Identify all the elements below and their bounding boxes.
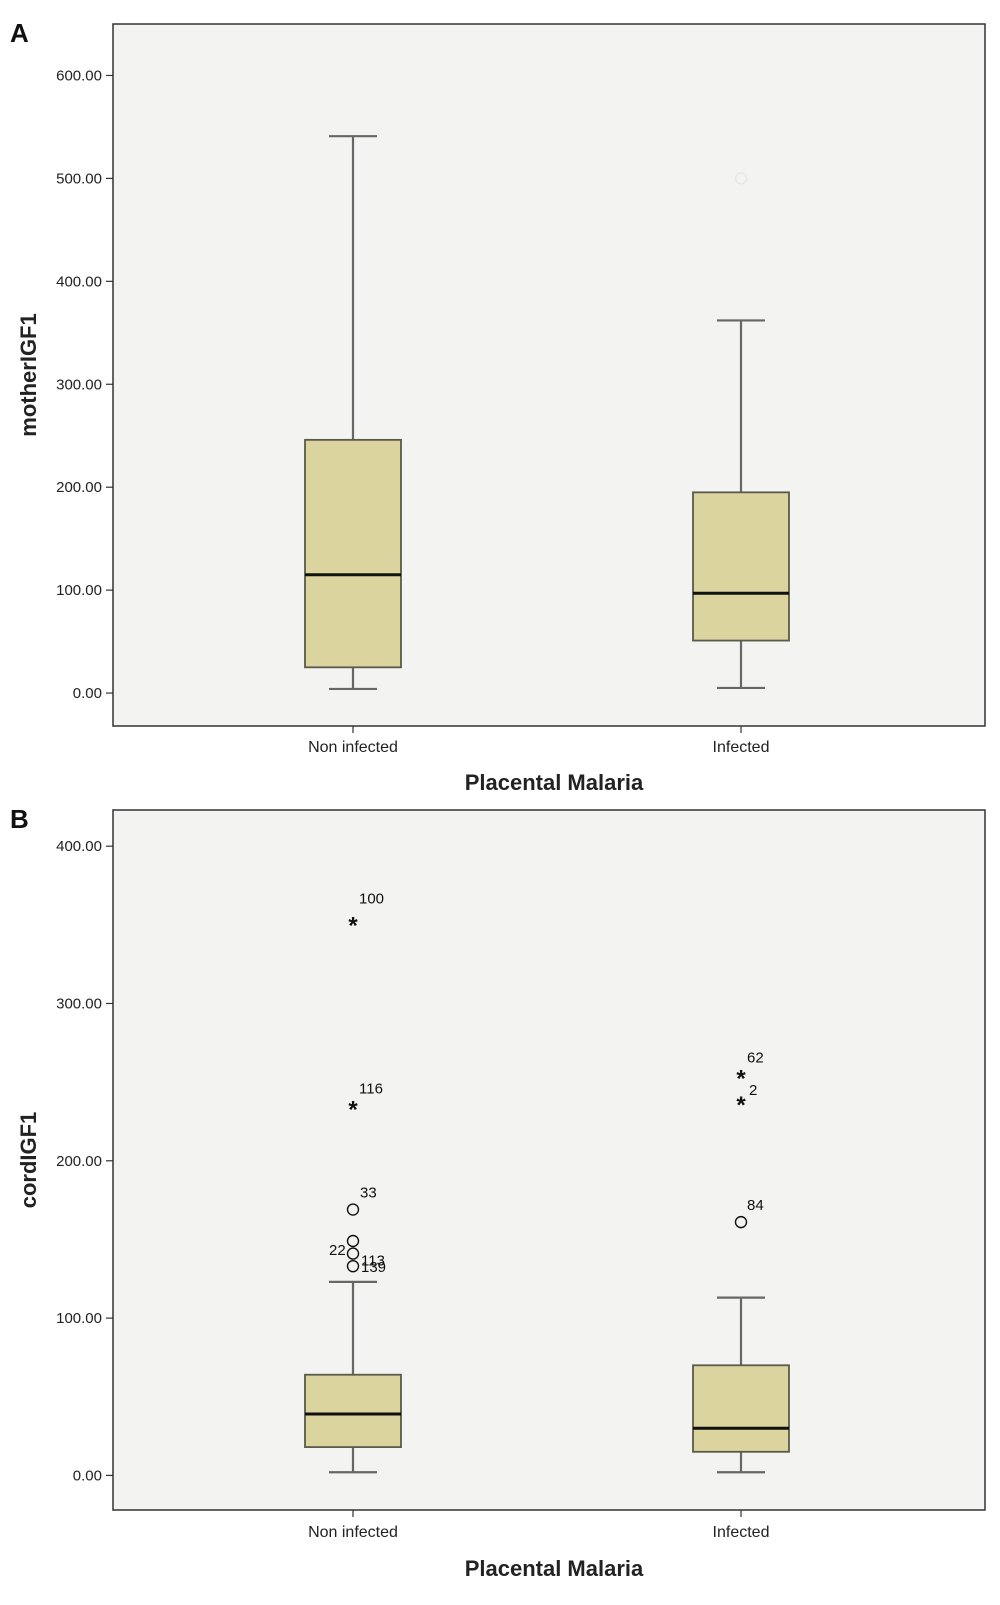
iqr-box	[692, 491, 790, 642]
y-tick-label: 500.00	[56, 170, 102, 187]
outlier-circle	[346, 1259, 360, 1273]
y-tick-label: 100.00	[56, 582, 102, 599]
outlier-label: 84	[747, 1197, 764, 1214]
x-axis-title: Placental Malaria	[465, 770, 644, 795]
outlier-label: 2	[749, 1082, 757, 1099]
outlier-star: *	[348, 1097, 358, 1124]
outlier-circle	[346, 1203, 360, 1216]
x-category-label: Infected	[713, 739, 770, 756]
y-tick-label: 100.00	[56, 1310, 102, 1327]
outlier-star: *	[736, 1092, 746, 1119]
plot-area	[112, 809, 986, 1511]
box-infected: *62*284	[692, 1049, 790, 1474]
outlier-label: 33	[360, 1185, 377, 1202]
outlier-star: *	[348, 913, 358, 940]
iqr-box	[692, 1364, 790, 1453]
x-axis-title: Placental Malaria	[465, 1556, 644, 1581]
outlier-circle	[734, 172, 748, 185]
plot-area	[112, 23, 986, 727]
y-tick-label: 200.00	[56, 479, 102, 496]
outlier-label: 139	[361, 1259, 386, 1276]
outlier-circle	[734, 1215, 748, 1229]
y-axis-title: cordIGF1	[16, 1112, 41, 1209]
y-tick-label: 300.00	[56, 376, 102, 393]
panel-label: B	[10, 804, 29, 834]
y-tick-label: 600.00	[56, 67, 102, 84]
x-category-label: Infected	[713, 1524, 770, 1541]
y-tick-label: 0.00	[73, 1467, 102, 1484]
y-tick-label: 0.00	[73, 685, 102, 702]
outlier-label: 100	[359, 891, 384, 908]
panel-b: B 0.00 100.00 200.00 300.00 400.00 cordIGF1 Pla…	[10, 804, 986, 1581]
x-category-label: Non infected	[308, 739, 398, 756]
outlier-label: 116	[359, 1081, 383, 1098]
panel-label: A	[10, 18, 29, 48]
outlier-circle	[346, 1234, 360, 1248]
iqr-box	[304, 1373, 402, 1448]
outlier-label: 62	[747, 1049, 764, 1066]
y-tick-label: 400.00	[56, 838, 102, 855]
box-infected	[692, 172, 790, 690]
outlier-circle	[346, 1247, 360, 1260]
outlier-star: *	[736, 1065, 746, 1092]
outlier-label: 113	[361, 1253, 385, 1270]
y-tick-label: 400.00	[56, 273, 102, 290]
y-axis-title: motherIGF1	[16, 313, 41, 436]
box-non-infected	[304, 135, 402, 691]
panel-a: A 0.00 100.00 200.00 300.00 400.00 500.00 600.0…	[10, 18, 986, 795]
outlier-label: 22	[329, 1242, 346, 1259]
y-tick-label: 300.00	[56, 995, 102, 1012]
iqr-box	[304, 438, 402, 669]
x-category-label: Non infected	[308, 1524, 398, 1541]
y-tick-label: 200.00	[56, 1153, 102, 1170]
